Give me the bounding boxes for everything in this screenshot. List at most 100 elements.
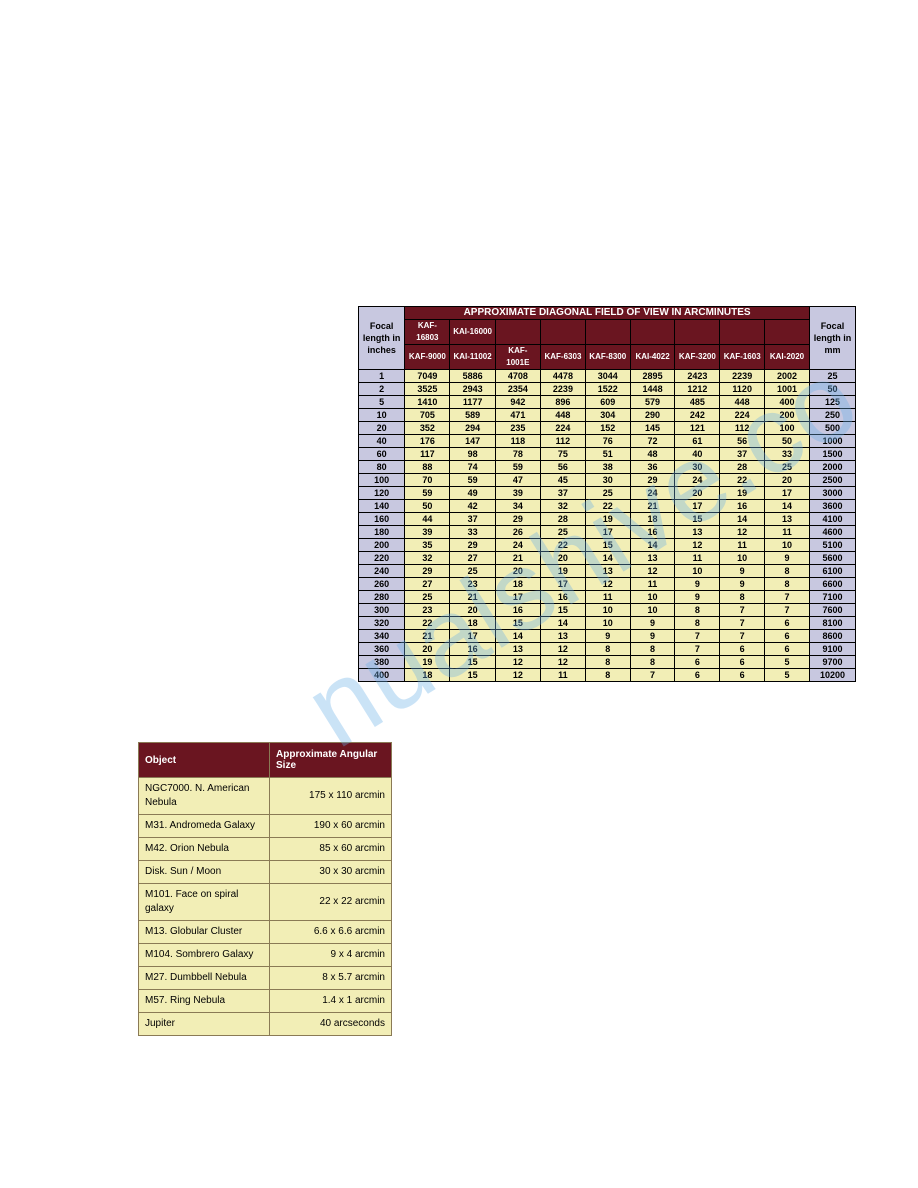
fov-value: 2895: [630, 370, 675, 383]
fov-value: 2239: [720, 370, 765, 383]
fov-table-container: Focal length in inches APPROXIMATE DIAGO…: [358, 306, 856, 682]
fov-value: 6: [720, 643, 765, 656]
fov-value: 15: [450, 656, 495, 669]
fov-value: 3044: [585, 370, 630, 383]
fov-value: 14: [720, 513, 765, 526]
fov-value: 22: [541, 539, 586, 552]
focal-mm: 8600: [809, 630, 855, 643]
focal-inches: 40: [359, 435, 405, 448]
fov-value: 8: [765, 578, 810, 591]
fov-value: 13: [630, 552, 675, 565]
fov-value: 9: [630, 617, 675, 630]
fov-value: 27: [405, 578, 450, 591]
fov-value: 17: [541, 578, 586, 591]
fov-value: 9: [675, 578, 720, 591]
sensor-h: [720, 320, 765, 345]
fov-sensor-row1: KAF-16803 KAI-16000: [359, 320, 856, 345]
fov-value: 1448: [630, 383, 675, 396]
fov-value: 145: [630, 422, 675, 435]
object-size: 40 arcseconds: [270, 1013, 392, 1036]
fov-value: 7: [765, 604, 810, 617]
fov-value: 22: [405, 617, 450, 630]
fov-value: 6: [720, 656, 765, 669]
fov-value: 121: [675, 422, 720, 435]
object-name: M101. Face on spiral galaxy: [139, 884, 270, 921]
fov-value: 942: [495, 396, 540, 409]
table-row: 6011798787551484037331500: [359, 448, 856, 461]
fov-value: 17: [675, 500, 720, 513]
object-size: 9 x 4 arcmin: [270, 944, 392, 967]
fov-value: 48: [630, 448, 675, 461]
fov-value: 9: [630, 630, 675, 643]
fov-value: 56: [541, 461, 586, 474]
fov-header-row1: Focal length in inches APPROXIMATE DIAGO…: [359, 307, 856, 320]
table-row: M57. Ring Nebula1.4 x 1 arcmin: [139, 990, 392, 1013]
focal-mm: 7600: [809, 604, 855, 617]
fov-value: 8: [720, 591, 765, 604]
fov-value: 7: [720, 617, 765, 630]
focal-inches: 340: [359, 630, 405, 643]
table-row: 2003529242215141211105100: [359, 539, 856, 552]
sensor-h: KAI-11002: [450, 345, 495, 370]
fov-value: 36: [630, 461, 675, 474]
fov-value: 118: [495, 435, 540, 448]
fov-value: 37: [720, 448, 765, 461]
fov-value: 1410: [405, 396, 450, 409]
table-row: 36020161312887669100: [359, 643, 856, 656]
fov-value: 26: [495, 526, 540, 539]
fov-value: 11: [720, 539, 765, 552]
focal-inches: 100: [359, 474, 405, 487]
fov-value: 485: [675, 396, 720, 409]
focal-mm: 10200: [809, 669, 855, 682]
focal-mm: 9100: [809, 643, 855, 656]
focal-mm: 4600: [809, 526, 855, 539]
fov-value: 4708: [495, 370, 540, 383]
fov-value: 13: [541, 630, 586, 643]
sensor-h: KAI-2020: [765, 345, 810, 370]
focal-inches: 300: [359, 604, 405, 617]
table-row: 235252943235422391522144812121120100150: [359, 383, 856, 396]
fov-value: 14: [495, 630, 540, 643]
focal-inches: 360: [359, 643, 405, 656]
object-name: M13. Globular Cluster: [139, 921, 270, 944]
focal-mm: 7100: [809, 591, 855, 604]
fov-value: 224: [541, 422, 586, 435]
focal-inches: 240: [359, 565, 405, 578]
fov-value: 9: [585, 630, 630, 643]
table-row: M104. Sombrero Galaxy9 x 4 arcmin: [139, 944, 392, 967]
focal-inches: 280: [359, 591, 405, 604]
fov-value: 4478: [541, 370, 586, 383]
fov-value: 2354: [495, 383, 540, 396]
fov-value: 242: [675, 409, 720, 422]
fov-value: 1212: [675, 383, 720, 396]
object-name: M104. Sombrero Galaxy: [139, 944, 270, 967]
fov-value: 16: [630, 526, 675, 539]
fov-value: 294: [450, 422, 495, 435]
focal-mm: 5100: [809, 539, 855, 552]
fov-value: 14: [585, 552, 630, 565]
table-row: 1604437292819181514134100: [359, 513, 856, 526]
fov-value: 5886: [450, 370, 495, 383]
fov-value: 50: [405, 500, 450, 513]
fov-value: 19: [541, 565, 586, 578]
fov-value: 10: [585, 617, 630, 630]
fov-value: 10: [585, 604, 630, 617]
fov-value: 15: [585, 539, 630, 552]
fov-value: 16: [541, 591, 586, 604]
table-row: 400181512118766510200: [359, 669, 856, 682]
fov-value: 12: [675, 539, 720, 552]
fov-value: 29: [450, 539, 495, 552]
fov-sensor-row2: KAF-9000 KAI-11002 KAF-1001E KAF-6303 KA…: [359, 345, 856, 370]
fov-value: 896: [541, 396, 586, 409]
fov-value: 30: [585, 474, 630, 487]
focal-inches: 80: [359, 461, 405, 474]
table-row: 170495886470844783044289524232239200225: [359, 370, 856, 383]
table-row: 3002320161510108777600: [359, 604, 856, 617]
fov-value: 1177: [450, 396, 495, 409]
table-row: 514101177942896609579485448400125: [359, 396, 856, 409]
fov-value: 18: [495, 578, 540, 591]
fov-value: 3525: [405, 383, 450, 396]
fov-value: 59: [495, 461, 540, 474]
fov-value: 1120: [720, 383, 765, 396]
fov-value: 11: [630, 578, 675, 591]
